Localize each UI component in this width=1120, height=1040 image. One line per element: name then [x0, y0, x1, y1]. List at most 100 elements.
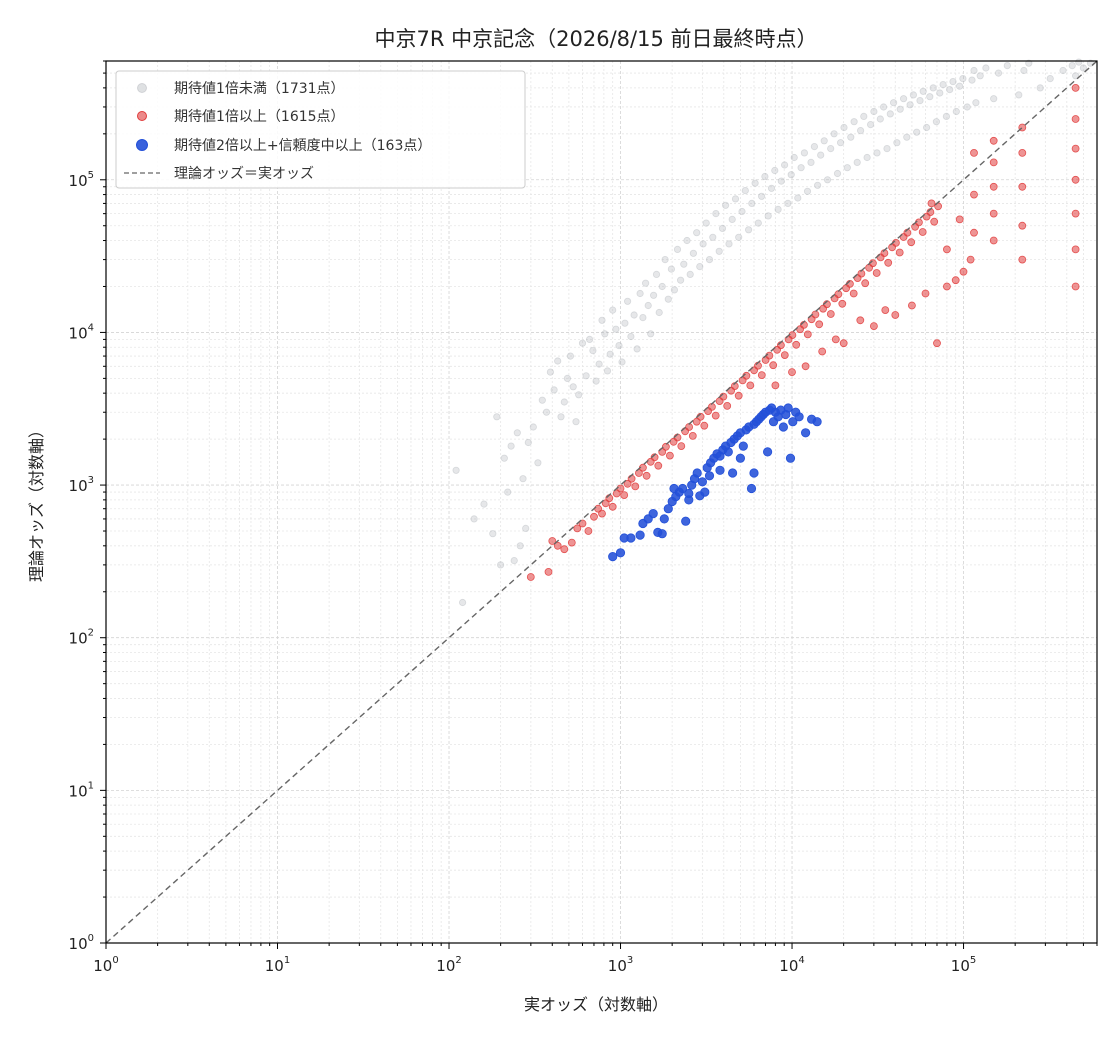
scatter-point — [631, 482, 640, 491]
scatter-point — [662, 442, 670, 451]
scatter-point — [669, 483, 679, 494]
scatter-point — [609, 306, 617, 314]
scatter-point — [990, 95, 998, 103]
reference-line-group — [105, 60, 1098, 944]
scatter-point — [666, 451, 674, 460]
scatter-point — [955, 82, 964, 90]
scatter-point — [893, 139, 901, 147]
scatter-point — [843, 164, 851, 172]
scatter-point — [1018, 221, 1027, 230]
scatter-point — [1072, 72, 1080, 80]
scatter-point — [649, 291, 658, 299]
scatter-point — [676, 276, 685, 284]
scatter-point — [830, 130, 838, 138]
chart-title: 中京7R 中京記念（2026/8/15 前日最終時点） — [375, 27, 818, 51]
scatter-point — [1071, 209, 1080, 218]
scatter-point — [989, 209, 998, 218]
scatter-point — [673, 245, 682, 253]
scatter-point — [470, 515, 478, 523]
scatter-point — [907, 238, 916, 247]
scatter-point — [630, 311, 638, 319]
scatter-point — [927, 199, 936, 208]
scatter-point — [847, 133, 855, 141]
y-tick-label: 100 — [69, 933, 94, 953]
x-tick-label: 104 — [779, 955, 804, 975]
scatter-point — [728, 215, 736, 223]
scatter-point — [827, 145, 835, 153]
scatter-point — [891, 311, 900, 319]
scatter-point — [1071, 144, 1080, 153]
scatter-point — [738, 207, 746, 216]
scatter-point — [916, 97, 924, 105]
scatter-point — [989, 236, 998, 245]
scatter-point — [1020, 66, 1028, 75]
scatter-point — [658, 282, 666, 291]
scatter-point — [627, 332, 635, 341]
legend-label-above-1: 期待値1倍以上（1615点） — [174, 109, 345, 125]
scatter-point — [648, 508, 658, 519]
scatter-point — [794, 412, 804, 422]
scatter-point — [823, 176, 832, 184]
scatter-point — [1079, 64, 1088, 72]
scatter-point — [1071, 115, 1080, 123]
plot-frame — [105, 60, 1098, 944]
scatter-point — [705, 255, 714, 264]
scatter-point — [800, 428, 811, 438]
scatter-point — [926, 93, 934, 101]
scatter-point — [725, 240, 733, 248]
scatter-point — [601, 330, 609, 338]
scatter-point — [598, 509, 606, 518]
x-tick-label: 102 — [436, 955, 461, 975]
scatter-point — [642, 471, 651, 480]
scatter-point — [493, 413, 501, 421]
scatter-point — [866, 121, 875, 129]
scatter-point — [664, 295, 672, 303]
scatter-point — [1068, 61, 1076, 70]
scatter-point — [589, 346, 597, 355]
scatter-point — [946, 86, 954, 94]
scatter-point — [1071, 282, 1080, 291]
scatter-point — [989, 182, 998, 191]
scatter-point — [670, 286, 679, 294]
scatter-point — [655, 308, 663, 317]
y-tick-label: 104 — [69, 322, 94, 342]
scatter-point — [744, 226, 753, 234]
scatter-point — [932, 118, 941, 126]
scatter-point — [677, 442, 686, 451]
x-axis-label: 実オッズ（対数軸） — [524, 995, 668, 1014]
scatter-point — [840, 123, 848, 132]
scatter-point — [702, 219, 710, 227]
scatter-point — [839, 339, 848, 348]
scatter-point — [659, 514, 669, 524]
x-tick-label: 105 — [951, 955, 976, 975]
scatter-point — [731, 195, 740, 203]
scatter-point — [519, 475, 527, 483]
scatter-point — [718, 224, 727, 232]
scatter-point — [872, 269, 881, 277]
scatter-point — [554, 357, 562, 365]
scatter-point — [734, 391, 743, 400]
scatter-point — [620, 491, 629, 500]
scatter-point — [623, 297, 632, 305]
scatter-point — [657, 529, 667, 539]
scatter-point — [942, 112, 951, 121]
scatter-point — [741, 187, 749, 195]
scatter-point — [563, 374, 572, 382]
scatter-point — [908, 301, 916, 310]
x-tick-label: 101 — [265, 955, 290, 975]
scatter-point — [680, 260, 688, 268]
scatter-point — [696, 262, 704, 271]
scatter-point — [721, 201, 730, 209]
scatter-point — [524, 438, 532, 447]
scatter-point — [709, 233, 717, 241]
scatter-point — [899, 95, 908, 103]
scatter-point — [919, 87, 927, 95]
scatter-point — [930, 217, 939, 226]
scatter-point — [516, 542, 524, 550]
scatter-point — [810, 143, 819, 151]
scatter-point — [879, 103, 888, 111]
scatter-point — [704, 471, 715, 481]
scatter-point — [727, 468, 738, 478]
scatter-point — [608, 502, 617, 511]
scatter-point — [754, 219, 762, 227]
